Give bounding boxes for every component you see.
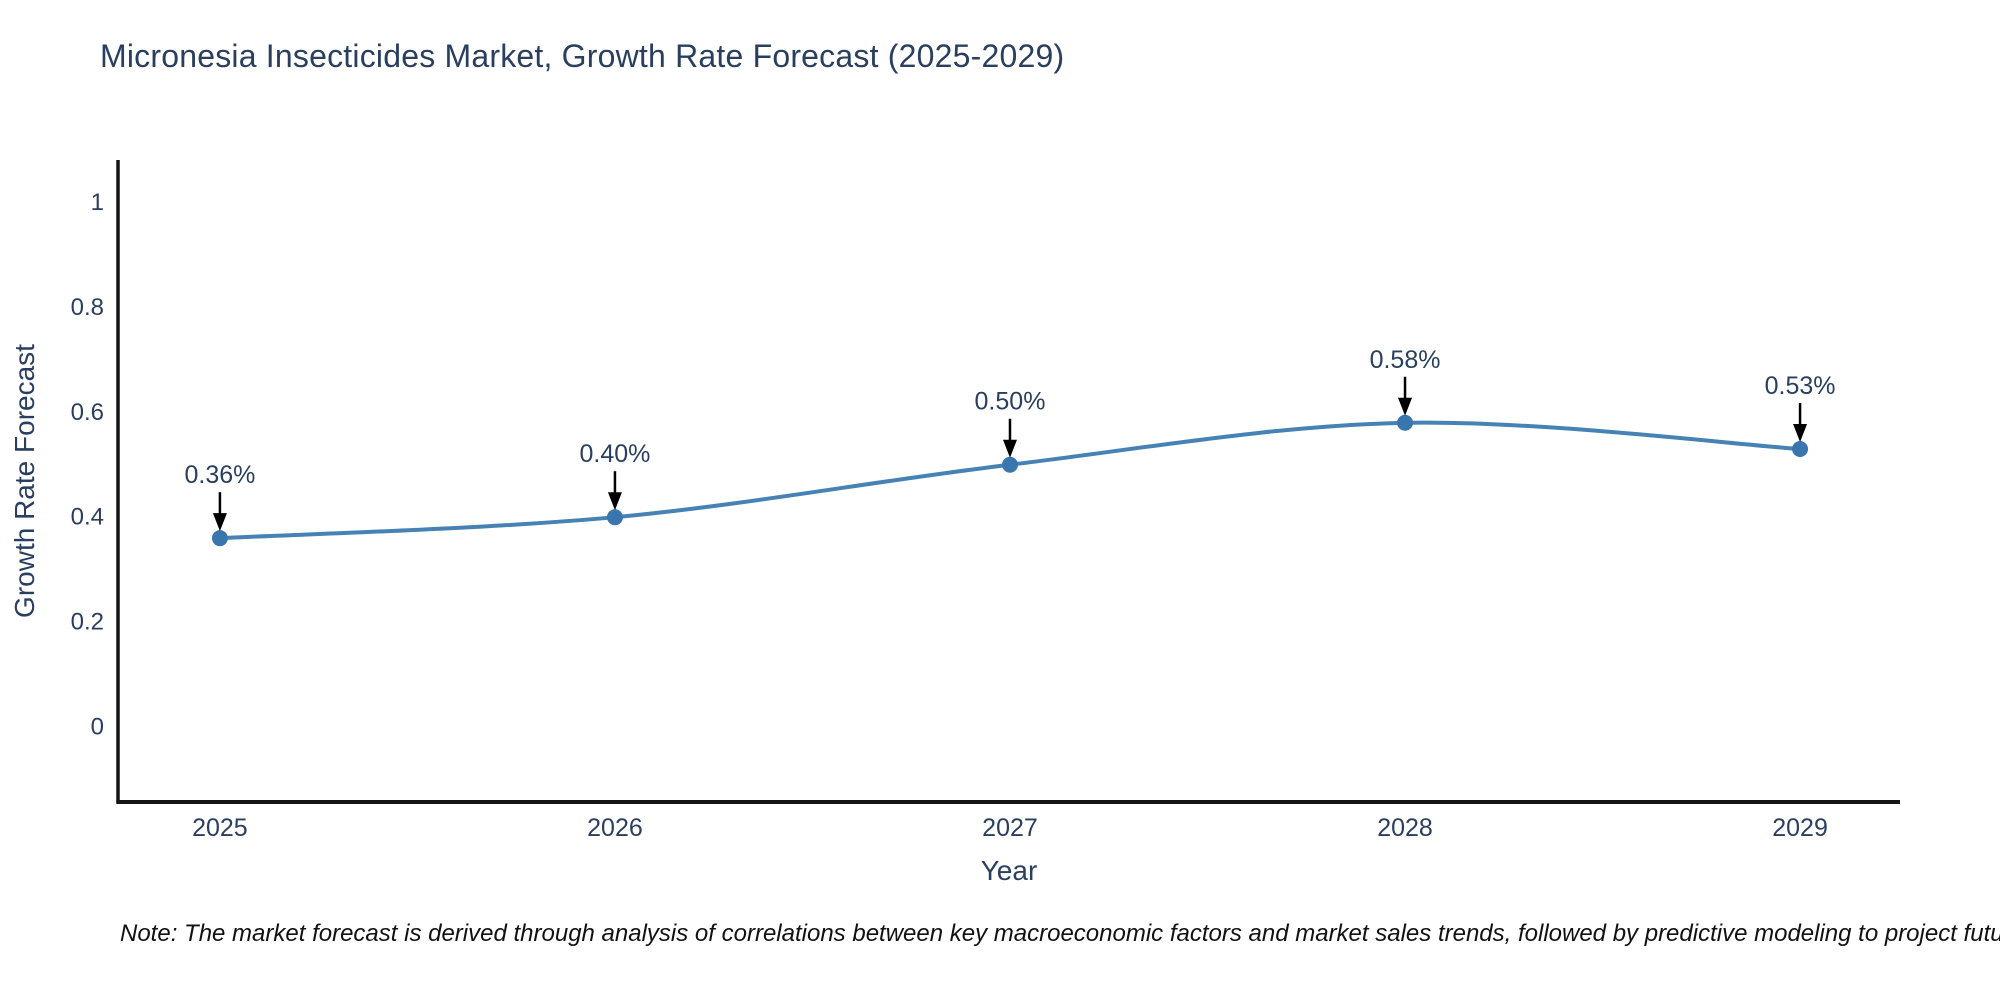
annotation-label: 0.50%	[975, 388, 1046, 416]
x-tick-label: 2029	[1772, 814, 1828, 842]
y-tick-label: 0.2	[71, 609, 104, 636]
annotation-arrowhead	[1002, 439, 1017, 458]
x-axis-title: Year	[981, 855, 1038, 886]
annotation-arrowhead	[212, 513, 227, 532]
annotation-arrowhead	[1793, 424, 1808, 443]
annotation-arrowhead	[1398, 397, 1413, 416]
data-point	[606, 509, 623, 526]
data-point	[211, 530, 228, 547]
data-point	[1397, 414, 1414, 431]
x-tick-label: 2025	[192, 814, 248, 842]
annotation-label: 0.40%	[580, 440, 651, 468]
y-axis-title: Growth Rate Forecast	[9, 344, 40, 618]
chart-title: Micronesia Insecticides Market, Growth R…	[100, 38, 1065, 74]
x-tick-label: 2028	[1377, 814, 1433, 842]
annotation-label: 0.58%	[1370, 346, 1441, 374]
x-tick-label: 2027	[982, 814, 1038, 842]
annotation-label: 0.53%	[1765, 372, 1836, 400]
y-tick-label: 0.8	[71, 294, 104, 321]
data-point	[1001, 456, 1018, 473]
y-tick-label: 1	[91, 189, 104, 216]
data-point	[1792, 441, 1809, 458]
annotation-arrowhead	[607, 492, 622, 511]
y-tick-label: 0	[91, 713, 104, 740]
x-tick-label: 2026	[587, 814, 643, 842]
footnote: Note: The market forecast is derived thr…	[120, 920, 2000, 947]
y-tick-label: 0.4	[71, 504, 104, 531]
annotation-label: 0.36%	[184, 461, 255, 489]
y-tick-label: 0.6	[71, 399, 104, 426]
